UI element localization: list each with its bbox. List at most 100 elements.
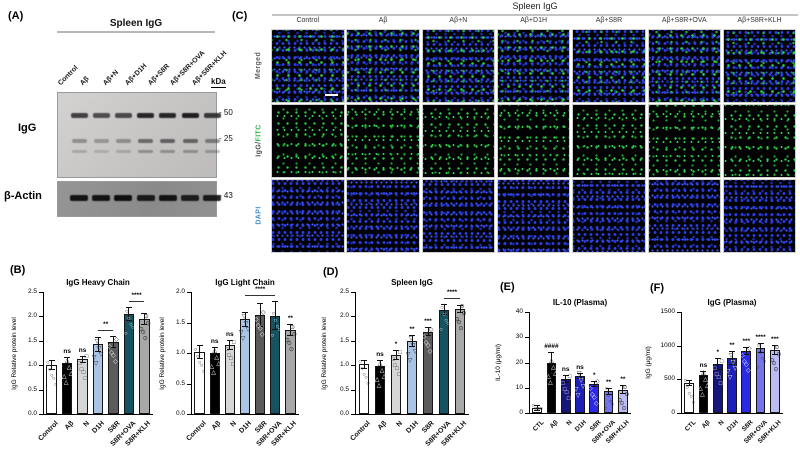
data-point: ○: [762, 358, 767, 365]
y-tick-label: 2.0: [27, 312, 37, 320]
data-point: △: [701, 370, 706, 377]
error-cap-bottom: [64, 368, 71, 370]
data-point: ◇: [427, 348, 433, 355]
data-point: ◇: [591, 394, 597, 401]
significance-label: ****: [255, 286, 266, 294]
significance-label: ns: [376, 350, 384, 358]
micrograph-merged-1: [271, 29, 345, 103]
micrograph-row-label: DAPI: [250, 180, 268, 252]
error-cap-bottom: [196, 357, 203, 359]
data-point: □: [232, 340, 236, 347]
igg-band: [137, 113, 155, 118]
data-point: ○: [129, 321, 133, 328]
data-point: △: [553, 371, 558, 377]
y-tick-label: 2.5: [27, 288, 37, 295]
x-tick-label: Control: [184, 420, 208, 443]
error-whisker: [51, 361, 53, 370]
micrograph-dapi-6: [647, 179, 721, 253]
x-tick-label: D1H: [238, 420, 253, 435]
data-point: □: [397, 371, 401, 378]
data-point: □: [716, 374, 721, 381]
chart-il10-plasma: IL-10 (Plasma) IL-10 (μg/ml) 0 10 20 30 40 ○ ○ ○ ○…: [492, 288, 644, 466]
igg-band: [160, 139, 176, 143]
error-cap-top: [79, 355, 86, 357]
y-tick-mark: [187, 353, 191, 354]
error-whisker: [427, 327, 429, 336]
y-tick-mark: [351, 389, 355, 391]
significance-label: ns: [210, 338, 219, 346]
micrograph-merged-4: [496, 29, 571, 103]
actin-band: [70, 195, 88, 201]
kda-header: kDa: [211, 77, 226, 88]
error-whisker: [536, 406, 538, 411]
y-tick-mark: [677, 312, 681, 313]
micrograph-merged-2: [346, 29, 420, 103]
data-point: ○: [758, 349, 763, 356]
micrograph-fitc-1: [271, 104, 345, 178]
data-point: ▽: [91, 355, 97, 362]
data-point: □: [395, 365, 399, 372]
y-tick-label: 2.0: [339, 312, 349, 320]
error-whisker: [214, 348, 216, 358]
y-tick-mark: [351, 292, 355, 293]
y-tick-mark: [39, 292, 43, 293]
data-point: □: [77, 361, 82, 368]
y-axis-line: [43, 292, 44, 415]
micrograph-column-label: Control: [296, 17, 320, 24]
data-point: ⊙: [776, 352, 782, 359]
error-whisker: [259, 304, 261, 327]
data-point: ◇: [423, 339, 429, 346]
kda-marker-50: - 50: [219, 108, 233, 117]
x-axis-line: [191, 414, 299, 415]
data-point: △: [216, 361, 222, 367]
chart-igg-plasma: IgG (Plasma) IgG (μg/ml) 0 500 1000 1500 ○ ○ ○ ○ ○…: [642, 288, 796, 466]
igg-band: [71, 139, 87, 143]
data-point: ○: [533, 406, 537, 412]
data-point: □: [719, 358, 724, 365]
data-point: ○: [195, 353, 200, 360]
data-point: ▽: [245, 327, 251, 334]
micrograph-column-label: Aβ+S8R: [595, 17, 623, 24]
y-tick-mark: [677, 413, 681, 414]
y-tick-label: 40: [515, 308, 523, 315]
igg-band: [159, 113, 177, 118]
igg-band: [70, 113, 88, 118]
data-point: ○: [610, 402, 615, 409]
data-point: ○: [446, 320, 450, 327]
error-cap-bottom: [377, 370, 383, 372]
data-point: ⊙: [454, 316, 460, 323]
data-point: △: [546, 374, 551, 380]
error-whisker: [411, 336, 413, 347]
data-point: ◇: [741, 359, 747, 366]
y-tick-label: 1.0: [175, 349, 185, 356]
data-point: ▽: [96, 346, 102, 353]
error-whisker: [565, 375, 567, 382]
data-point: ○: [49, 373, 54, 380]
data-point: ⊙: [291, 331, 297, 338]
data-point: ⊙: [142, 335, 148, 342]
data-point: ○: [127, 315, 131, 322]
data-point: ◇: [421, 333, 427, 340]
error-cap-top: [272, 301, 279, 303]
data-point: ○: [271, 310, 276, 317]
data-point: ⊙: [622, 384, 628, 391]
error-whisker: [593, 381, 595, 386]
significance-label: ns: [576, 363, 584, 371]
significance-bracket: [444, 297, 460, 299]
data-point: ⊙: [284, 337, 290, 344]
data-point: ▽: [725, 368, 731, 375]
micrograph-merged-6: [647, 29, 721, 103]
panel-a-label: (A): [8, 10, 24, 22]
data-point: △: [379, 367, 385, 374]
data-point: △: [374, 376, 380, 383]
error-cap-bottom: [591, 385, 598, 387]
significance-label: **: [103, 321, 109, 329]
y-tick-label: 10: [515, 383, 523, 391]
data-point: ○: [537, 406, 541, 412]
panel-f-label: (F): [650, 282, 665, 294]
y-axis-line: [355, 292, 356, 415]
data-point: ○: [358, 359, 362, 366]
data-point: ○: [201, 368, 206, 375]
y-tick-label: 1.0: [339, 361, 349, 369]
data-point: ⊙: [769, 358, 775, 365]
